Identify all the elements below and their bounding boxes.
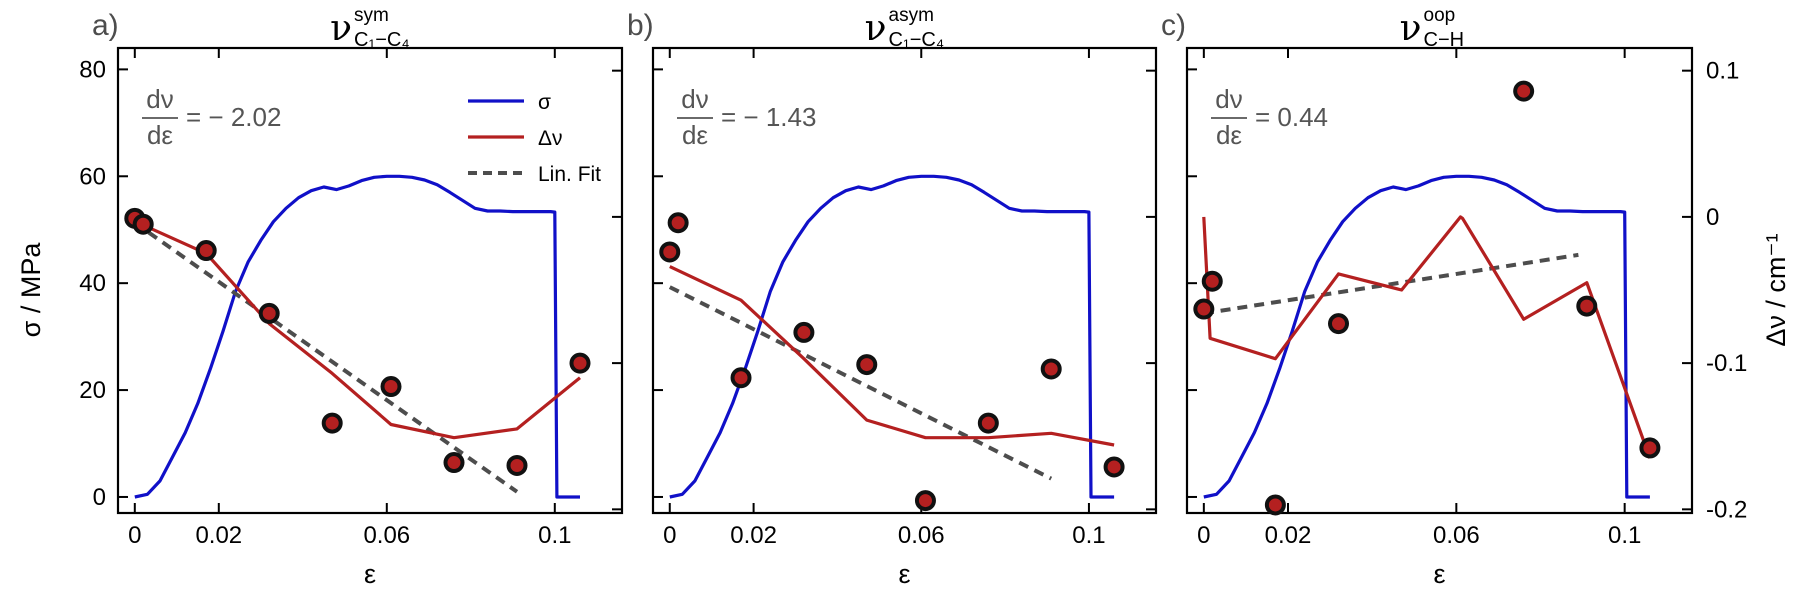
shift-data-point [1201, 270, 1223, 292]
y-tick-label: 40 [79, 270, 106, 297]
y-axis-left-label: σ / MPa [16, 242, 46, 338]
slope-numerator: dν [146, 84, 173, 114]
slope-value: = 0.44 [1255, 102, 1328, 132]
plot-frame [651, 46, 1158, 515]
x-tick-label: 0.06 [363, 522, 410, 549]
slope-denominator: dε [1216, 120, 1242, 150]
shift-data-point [506, 454, 528, 476]
slope-value: = − 1.43 [721, 102, 816, 132]
panel-label: b) [627, 9, 654, 42]
y2-tick-label: -0.2 [1706, 496, 1747, 523]
x-axis-label: ε [898, 559, 910, 589]
panel-label: c) [1161, 9, 1186, 42]
panel-title: ν [865, 8, 887, 49]
x-tick-label: 0.02 [730, 522, 777, 549]
x-tick-label: 0.02 [195, 522, 242, 549]
panel-a: 0 0.02 0.06 0.1 ε 0 20 40 60 80 a) ν sym C₁−C₄ dν dε = −… [79, 5, 624, 589]
x-axis-label: ε [1433, 559, 1445, 589]
panel-b: 0 0.02 0.06 0.1 ε b) ν asym C₁−C₄ dν dε = − 1.43 [627, 5, 1158, 589]
y-tick-label: 60 [79, 163, 106, 190]
shift-data-point [321, 412, 343, 434]
plot-frame [116, 46, 624, 515]
x-tick-label: 0.06 [898, 522, 945, 549]
x-tick-label: 0 [1197, 522, 1210, 549]
shift-data-point [977, 412, 999, 434]
panel-title-subscript: C₁−C₄ [354, 29, 409, 51]
shift-data-point [667, 212, 689, 234]
shift-data-point [1576, 295, 1598, 317]
shift-data-point [1639, 437, 1661, 459]
slope-denominator: dε [682, 120, 708, 150]
panel-title: ν [1400, 8, 1422, 49]
y-tick-label: 80 [79, 56, 106, 83]
shift-data-point [569, 352, 591, 374]
panel-c: 0 0.02 0.06 0.1 ε 0.1 0 -0.1 -0.2 c) ν oop C−H dν dε = … [1161, 5, 1747, 589]
y2-tick-label: 0.1 [1706, 58, 1739, 85]
y-tick-label: 0 [93, 484, 106, 511]
linear-fit-line [133, 221, 519, 494]
slope-value: = − 2.02 [186, 102, 281, 132]
x-tick-label: 0.02 [1265, 522, 1312, 549]
linear-fit-line [668, 285, 1053, 481]
x-axis-label: ε [364, 559, 376, 589]
y-axis-right-label: Δν / cm⁻¹ [1761, 233, 1791, 346]
shift-data-point [1193, 298, 1215, 320]
shift-data-point [258, 302, 280, 324]
legend-label: Lin. Fit [538, 163, 601, 186]
shift-data-point [195, 240, 217, 262]
slope-denominator: dε [147, 120, 173, 150]
slope-numerator: dν [1215, 84, 1242, 114]
x-tick-label: 0.06 [1433, 522, 1480, 549]
plot-frame [1185, 46, 1694, 515]
linear-fit-line [1203, 252, 1579, 316]
stress-curve [669, 174, 1115, 499]
y-tick-label: 20 [79, 377, 106, 404]
x-tick-label: 0 [663, 522, 676, 549]
panel-title-subscript: C₁−C₄ [889, 29, 944, 51]
shift-data-point [1264, 494, 1286, 516]
x-tick-label: 0.1 [538, 522, 571, 549]
x-tick-label: 0.1 [1608, 522, 1641, 549]
shift-data-point [380, 376, 402, 398]
shift-data-point [132, 213, 154, 235]
y2-tick-label: -0.1 [1706, 350, 1747, 377]
shift-data-point [1513, 80, 1535, 102]
shift-data-point [443, 452, 465, 474]
panel-title-superscript: asym [889, 5, 934, 26]
panel-title: ν [330, 8, 352, 49]
panel-title-subscript: C−H [1424, 29, 1465, 51]
x-tick-label: 0.1 [1072, 522, 1105, 549]
y2-tick-label: 0 [1706, 204, 1719, 231]
panel-label: a) [92, 9, 119, 42]
shift-curve [134, 219, 582, 440]
shift-curve [1202, 215, 1652, 459]
shift-data-point [1103, 456, 1125, 478]
panel-title-superscript: sym [354, 5, 389, 26]
legend-label: Δν [538, 127, 563, 150]
shift-data-point [793, 321, 815, 343]
shift-curve [669, 265, 1115, 447]
legend-label: σ [538, 91, 551, 114]
shift-data-point [914, 490, 936, 512]
panel-title-superscript: oop [1424, 5, 1456, 26]
shift-data-point [1040, 358, 1062, 380]
slope-numerator: dν [681, 84, 708, 114]
x-tick-label: 0 [128, 522, 141, 549]
stress-curve [1203, 174, 1650, 499]
stress-curve [134, 174, 580, 499]
shift-data-point [856, 354, 878, 376]
shift-data-point [659, 241, 681, 263]
shift-data-point [1328, 313, 1349, 335]
shift-data-point [730, 367, 752, 389]
